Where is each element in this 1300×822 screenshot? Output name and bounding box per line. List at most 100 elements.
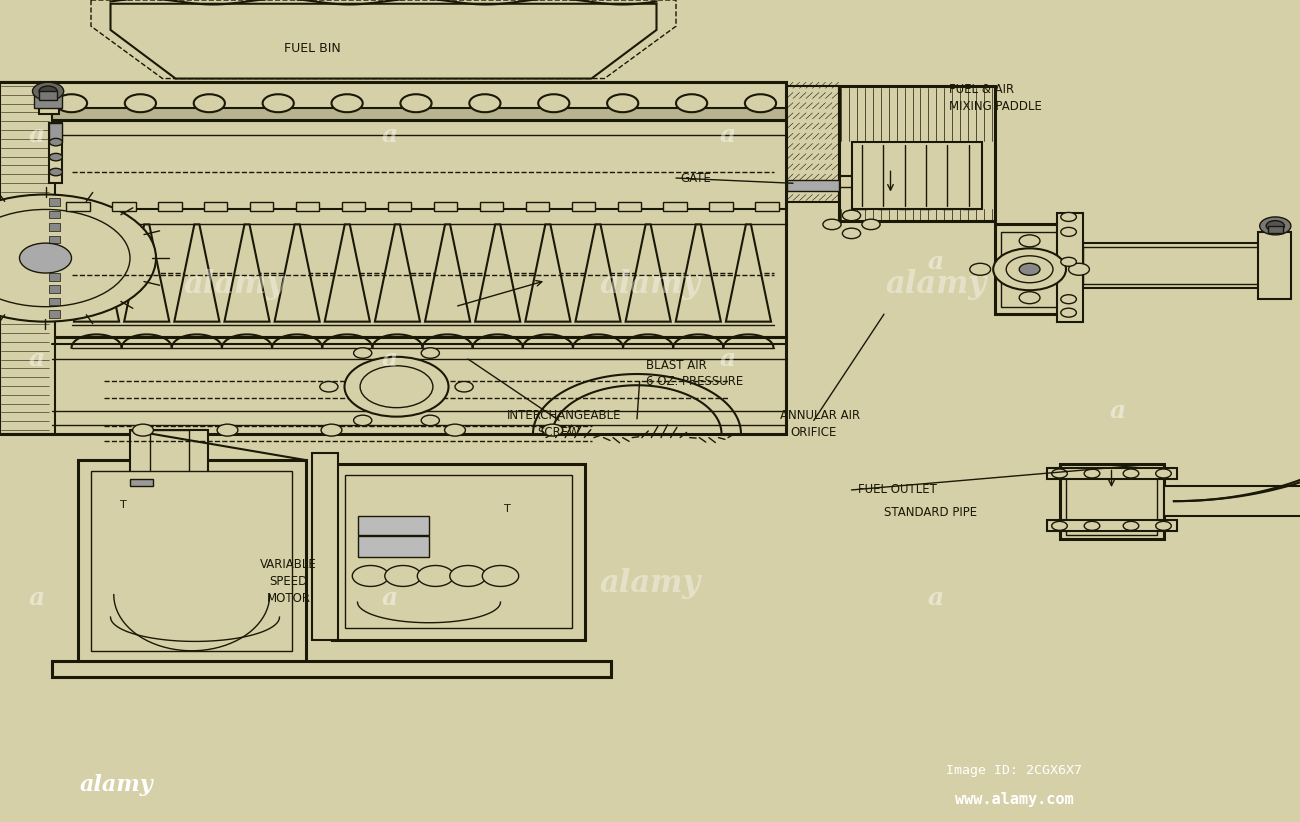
Circle shape — [1061, 295, 1076, 303]
Circle shape — [607, 95, 638, 112]
Circle shape — [993, 248, 1066, 290]
Bar — [0, 82, 55, 434]
Polygon shape — [525, 224, 571, 321]
Circle shape — [352, 566, 389, 586]
Bar — [1268, 226, 1283, 233]
Bar — [130, 430, 208, 516]
Circle shape — [1260, 217, 1291, 235]
Bar — [52, 109, 786, 120]
Text: 6 OZ. PRESSURE: 6 OZ. PRESSURE — [646, 375, 744, 388]
Bar — [618, 202, 641, 211]
Bar — [572, 202, 595, 211]
Circle shape — [1061, 257, 1076, 266]
Bar — [1057, 213, 1083, 321]
Circle shape — [125, 95, 156, 112]
Bar — [250, 202, 273, 211]
Text: a: a — [29, 122, 44, 146]
Text: a: a — [1110, 399, 1126, 423]
Circle shape — [1084, 469, 1100, 478]
Text: ORIFICE: ORIFICE — [790, 426, 837, 439]
Circle shape — [32, 82, 64, 100]
Circle shape — [354, 348, 372, 358]
Circle shape — [1019, 292, 1040, 303]
Circle shape — [862, 219, 880, 229]
Bar — [52, 82, 786, 120]
Polygon shape — [325, 224, 369, 321]
Polygon shape — [274, 224, 320, 321]
Bar — [39, 87, 58, 113]
Circle shape — [676, 95, 707, 112]
Text: FUEL BIN: FUEL BIN — [283, 42, 341, 55]
Bar — [34, 95, 62, 108]
Circle shape — [1019, 235, 1040, 247]
Bar — [663, 202, 686, 211]
Circle shape — [417, 566, 454, 586]
Bar — [49, 236, 60, 243]
Text: alamy: alamy — [81, 774, 153, 796]
Bar — [49, 311, 60, 318]
Bar — [296, 202, 320, 211]
Bar — [49, 223, 60, 231]
Text: FUEL & AIR: FUEL & AIR — [949, 83, 1014, 96]
Bar — [91, 471, 292, 651]
Circle shape — [1266, 220, 1284, 231]
Text: a: a — [29, 586, 44, 611]
Bar — [49, 248, 60, 256]
Bar — [994, 224, 1066, 314]
Circle shape — [0, 195, 156, 321]
Circle shape — [469, 95, 501, 112]
Circle shape — [385, 566, 421, 586]
Circle shape — [1019, 263, 1040, 275]
Text: SPEED: SPEED — [269, 575, 308, 589]
Bar — [52, 120, 786, 337]
Circle shape — [1123, 469, 1139, 478]
Bar — [66, 202, 90, 211]
Bar — [387, 202, 411, 211]
Text: a: a — [382, 586, 398, 611]
Circle shape — [360, 366, 433, 408]
Bar — [150, 430, 188, 516]
Circle shape — [217, 424, 238, 436]
Text: VARIABLE: VARIABLE — [260, 558, 317, 571]
Bar — [49, 261, 60, 268]
Text: Image ID: 2CGX6X7: Image ID: 2CGX6X7 — [946, 764, 1082, 777]
Circle shape — [421, 348, 439, 358]
Circle shape — [1052, 469, 1067, 478]
Bar — [710, 202, 733, 211]
Circle shape — [354, 415, 372, 426]
Text: GATE: GATE — [680, 172, 711, 184]
Bar — [1046, 468, 1176, 478]
Polygon shape — [111, 4, 656, 79]
Circle shape — [455, 381, 473, 392]
Circle shape — [482, 566, 519, 586]
Bar — [1060, 464, 1164, 538]
Bar — [342, 202, 365, 211]
Circle shape — [450, 566, 486, 586]
Circle shape — [1156, 469, 1171, 478]
Polygon shape — [74, 224, 120, 321]
Text: SCREW: SCREW — [538, 426, 580, 439]
Circle shape — [1052, 521, 1067, 530]
Text: FUEL OUTLET: FUEL OUTLET — [858, 483, 937, 496]
Bar — [786, 86, 838, 202]
Bar — [49, 273, 60, 280]
Bar — [1001, 232, 1060, 307]
Bar — [49, 123, 62, 142]
Circle shape — [538, 95, 569, 112]
Text: INTERCHANGEABLE: INTERCHANGEABLE — [507, 409, 621, 422]
Bar — [838, 86, 994, 220]
Circle shape — [970, 263, 991, 275]
Circle shape — [1123, 521, 1139, 530]
Polygon shape — [225, 224, 269, 321]
Circle shape — [56, 95, 87, 112]
Circle shape — [542, 424, 563, 436]
Bar — [159, 202, 182, 211]
Text: a: a — [720, 122, 736, 146]
Bar — [344, 475, 572, 628]
Bar — [52, 661, 611, 677]
Bar — [49, 198, 60, 206]
Circle shape — [20, 243, 72, 273]
Text: a: a — [29, 347, 44, 371]
Text: alamy: alamy — [183, 269, 285, 300]
Polygon shape — [425, 224, 471, 321]
